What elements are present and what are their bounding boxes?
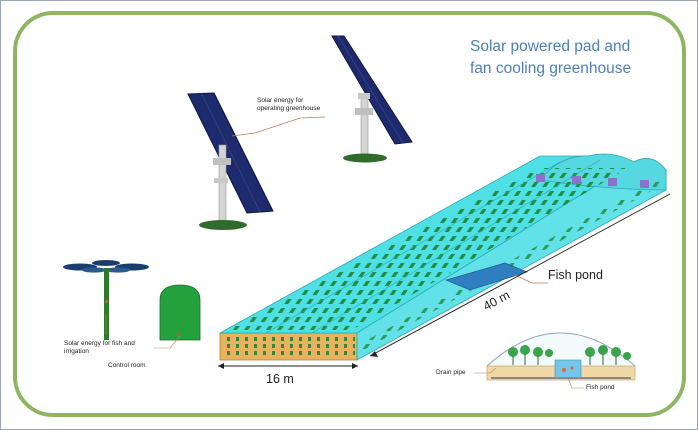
solar-array-right (331, 35, 413, 163)
label-solar-greenhouse: Solar energy for operating greenhouse (257, 97, 321, 112)
diagram-title: Solar powered pad and fan cooling greenh… (470, 36, 670, 80)
label-width: 16 m (266, 372, 294, 386)
label-drain-pipe: Drain pipe (436, 369, 466, 376)
label-solar-fish: Solar energy for fish and irrigation (64, 340, 135, 355)
greenhouse (219, 153, 667, 361)
solar-array-left (187, 92, 274, 230)
leader-line-solar (231, 116, 326, 137)
solar-tree (63, 260, 149, 340)
label-control-room: Control room (108, 362, 146, 369)
cross-section-inset (486, 332, 636, 381)
label-fish-pond: Fish pond (548, 268, 603, 282)
dimension-40m (369, 193, 671, 357)
title-line-1: Solar powered pad and (470, 38, 631, 55)
dimension-16m (218, 363, 358, 369)
label-fish-pond-small: Fish pond (586, 384, 615, 391)
control-room-building (159, 284, 201, 341)
fish-pond-tank (445, 262, 528, 291)
title-line-2: fan cooling greenhouse (470, 60, 632, 77)
